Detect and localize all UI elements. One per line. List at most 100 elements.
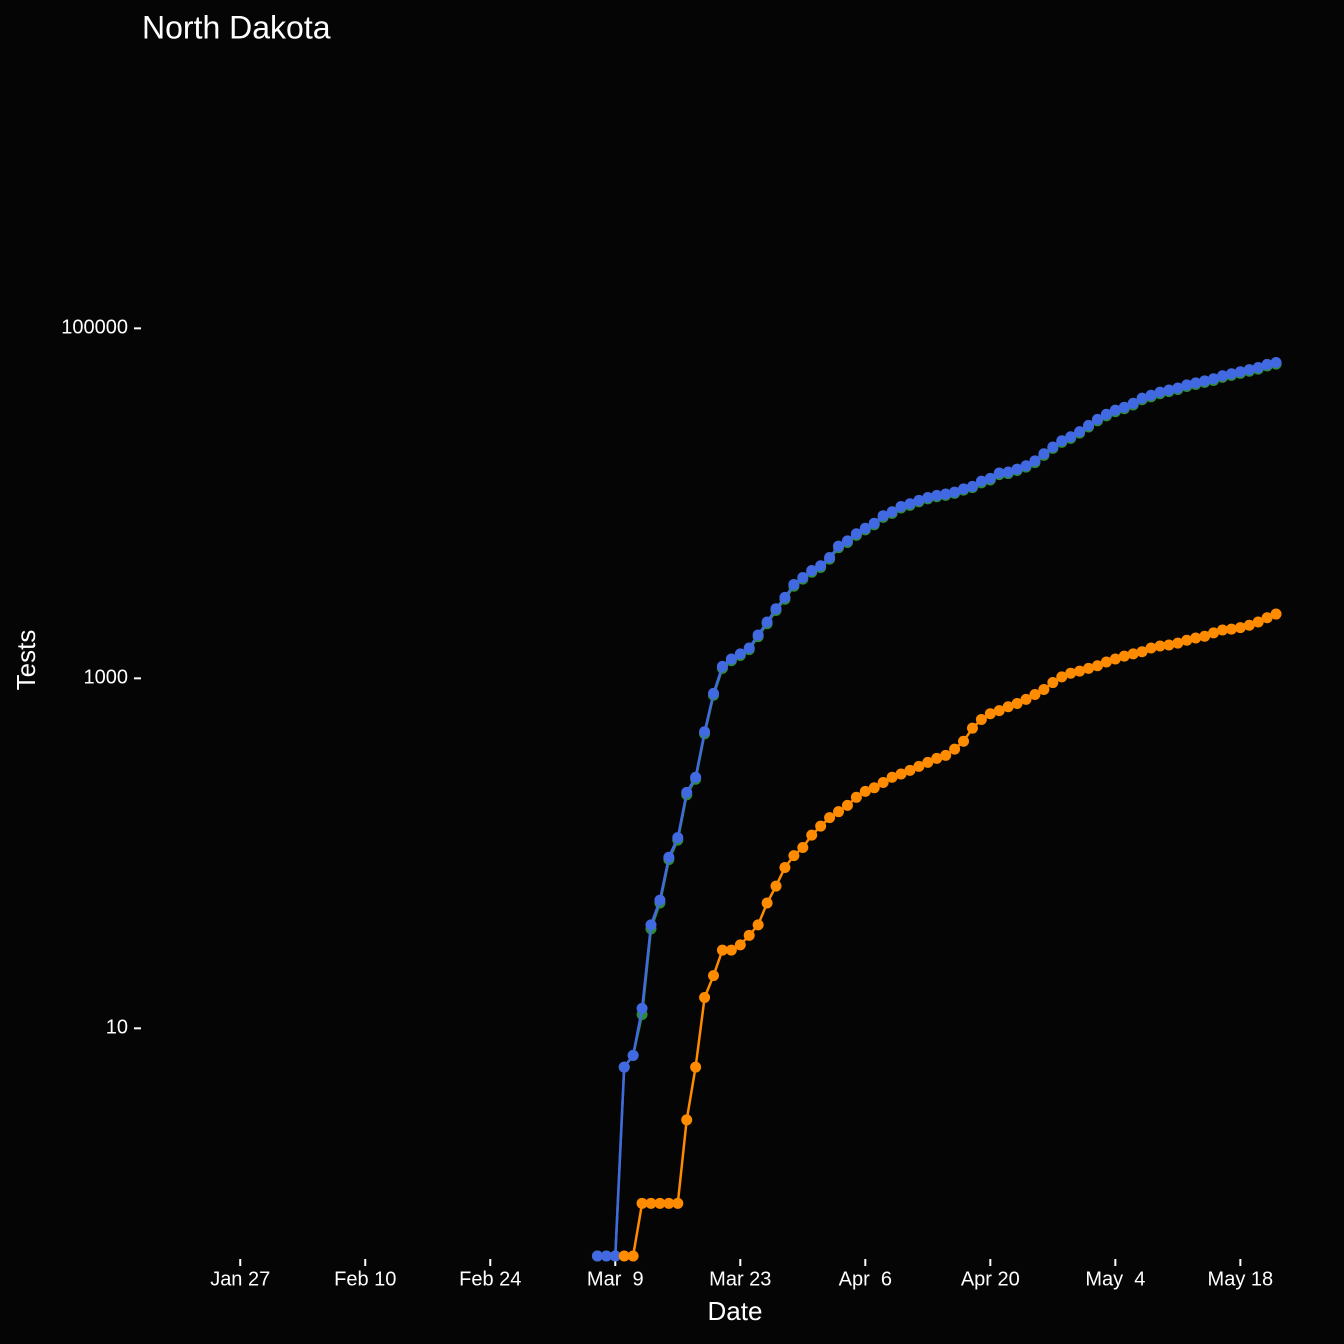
y-tick-label: 10 [106, 1017, 128, 1039]
point [1199, 630, 1211, 642]
point [1091, 660, 1103, 672]
y-tick-label: 100000 [61, 317, 128, 339]
point [1163, 384, 1175, 396]
x-tick-label: Apr 20 [961, 1268, 1020, 1290]
point [1261, 612, 1273, 624]
point [824, 812, 836, 824]
chart-title: North Dakota [142, 9, 331, 45]
point [1270, 608, 1282, 620]
point [895, 768, 907, 780]
point [886, 506, 898, 518]
point [1261, 358, 1273, 370]
point [1225, 368, 1237, 380]
point [788, 850, 800, 862]
point [1065, 667, 1077, 679]
point [600, 1250, 612, 1262]
point [1065, 431, 1077, 443]
point [591, 1250, 603, 1262]
point [690, 1061, 702, 1073]
point [1100, 656, 1112, 668]
point [1083, 662, 1095, 674]
point [734, 939, 746, 951]
point [1047, 677, 1059, 689]
point [984, 472, 996, 484]
point [1234, 622, 1246, 634]
point [654, 894, 666, 906]
point [636, 1002, 648, 1014]
point [690, 771, 702, 783]
point [850, 791, 862, 803]
point [975, 475, 987, 487]
point [886, 771, 898, 783]
point [1252, 616, 1264, 628]
point [833, 540, 845, 552]
point [1181, 379, 1193, 391]
point [1083, 419, 1095, 431]
x-tick-label: Jan 27 [210, 1268, 270, 1290]
point [841, 799, 853, 811]
y-tick-label: 1000 [84, 667, 129, 689]
point [1163, 639, 1175, 651]
point [1127, 397, 1139, 409]
x-tick-label: Feb 10 [334, 1268, 396, 1290]
point [859, 522, 871, 534]
point [841, 535, 853, 547]
point [984, 708, 996, 720]
point [645, 1197, 657, 1209]
point [725, 653, 737, 665]
point [1118, 650, 1130, 662]
point [1243, 364, 1255, 376]
point [1020, 693, 1032, 705]
point [949, 486, 961, 498]
point [850, 528, 862, 540]
point [699, 726, 711, 738]
point [770, 880, 782, 892]
point [815, 820, 827, 832]
point [949, 743, 961, 755]
point [958, 483, 970, 495]
point [681, 1114, 693, 1126]
point [993, 705, 1005, 717]
point [752, 629, 764, 641]
point [1011, 698, 1023, 710]
point [868, 782, 880, 794]
point [779, 591, 791, 603]
point [966, 480, 978, 492]
point [1056, 671, 1068, 683]
point [904, 498, 916, 510]
point [761, 897, 773, 909]
point [770, 603, 782, 615]
point [922, 756, 934, 768]
point [877, 776, 889, 788]
point [797, 571, 809, 583]
point [993, 467, 1005, 479]
point [1225, 623, 1237, 635]
point [1056, 435, 1068, 447]
point [975, 713, 987, 725]
point [609, 1250, 621, 1262]
point [1091, 413, 1103, 425]
point [940, 488, 952, 500]
point [1190, 377, 1202, 389]
point [1100, 408, 1112, 420]
y-axis-label: Tests [11, 630, 41, 691]
point [752, 919, 764, 931]
point [833, 806, 845, 818]
point [1029, 455, 1041, 467]
point [868, 517, 880, 529]
point [913, 760, 925, 772]
point [1127, 648, 1139, 660]
point [645, 919, 657, 931]
point [1181, 634, 1193, 646]
point [815, 560, 827, 572]
point [779, 861, 791, 873]
point [761, 616, 773, 628]
point [1002, 466, 1014, 478]
point [672, 832, 684, 844]
point [663, 1197, 675, 1209]
point [716, 660, 728, 672]
point [931, 489, 943, 501]
point [931, 752, 943, 764]
point [904, 764, 916, 776]
point [1145, 642, 1157, 654]
